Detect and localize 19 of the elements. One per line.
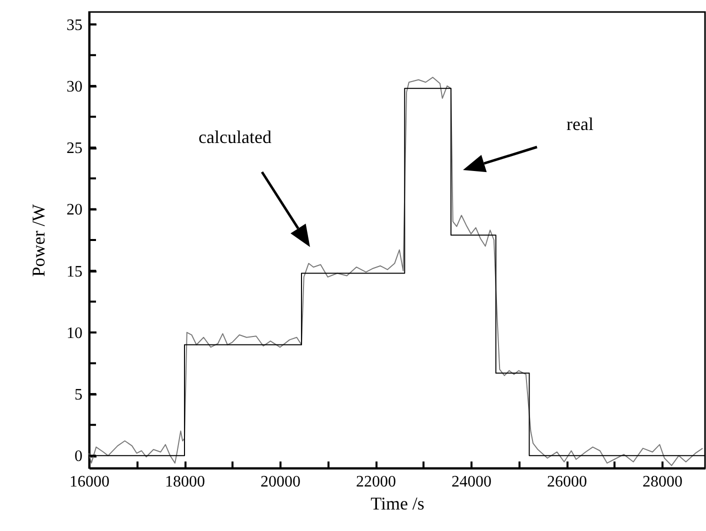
x-tick-label: 26000 — [547, 474, 588, 490]
annotation: real — [566, 114, 594, 134]
y-axis-title: Power /W — [28, 204, 48, 277]
y-tick-label: 10 — [66, 324, 82, 342]
x-tick-label: 16000 — [70, 474, 110, 490]
y-tick-label: 35 — [66, 16, 82, 34]
y-tick-label: 0 — [74, 448, 82, 466]
y-tick-label: 30 — [66, 78, 82, 96]
annotation: calculated — [198, 127, 272, 147]
x-tick-label: 24000 — [452, 474, 492, 490]
x-tick-label: 20000 — [260, 474, 301, 490]
y-tick-label: 20 — [66, 202, 82, 219]
x-tick-label: 22000 — [356, 474, 396, 490]
y-tick-label: 25 — [66, 140, 82, 158]
y-tick-label: 5 — [74, 386, 82, 404]
x-tick-label: 18000 — [165, 474, 206, 490]
y-tick-label: 15 — [66, 263, 82, 280]
x-axis-title: Time /s — [370, 494, 424, 514]
x-tick-label: 28000 — [642, 474, 683, 490]
